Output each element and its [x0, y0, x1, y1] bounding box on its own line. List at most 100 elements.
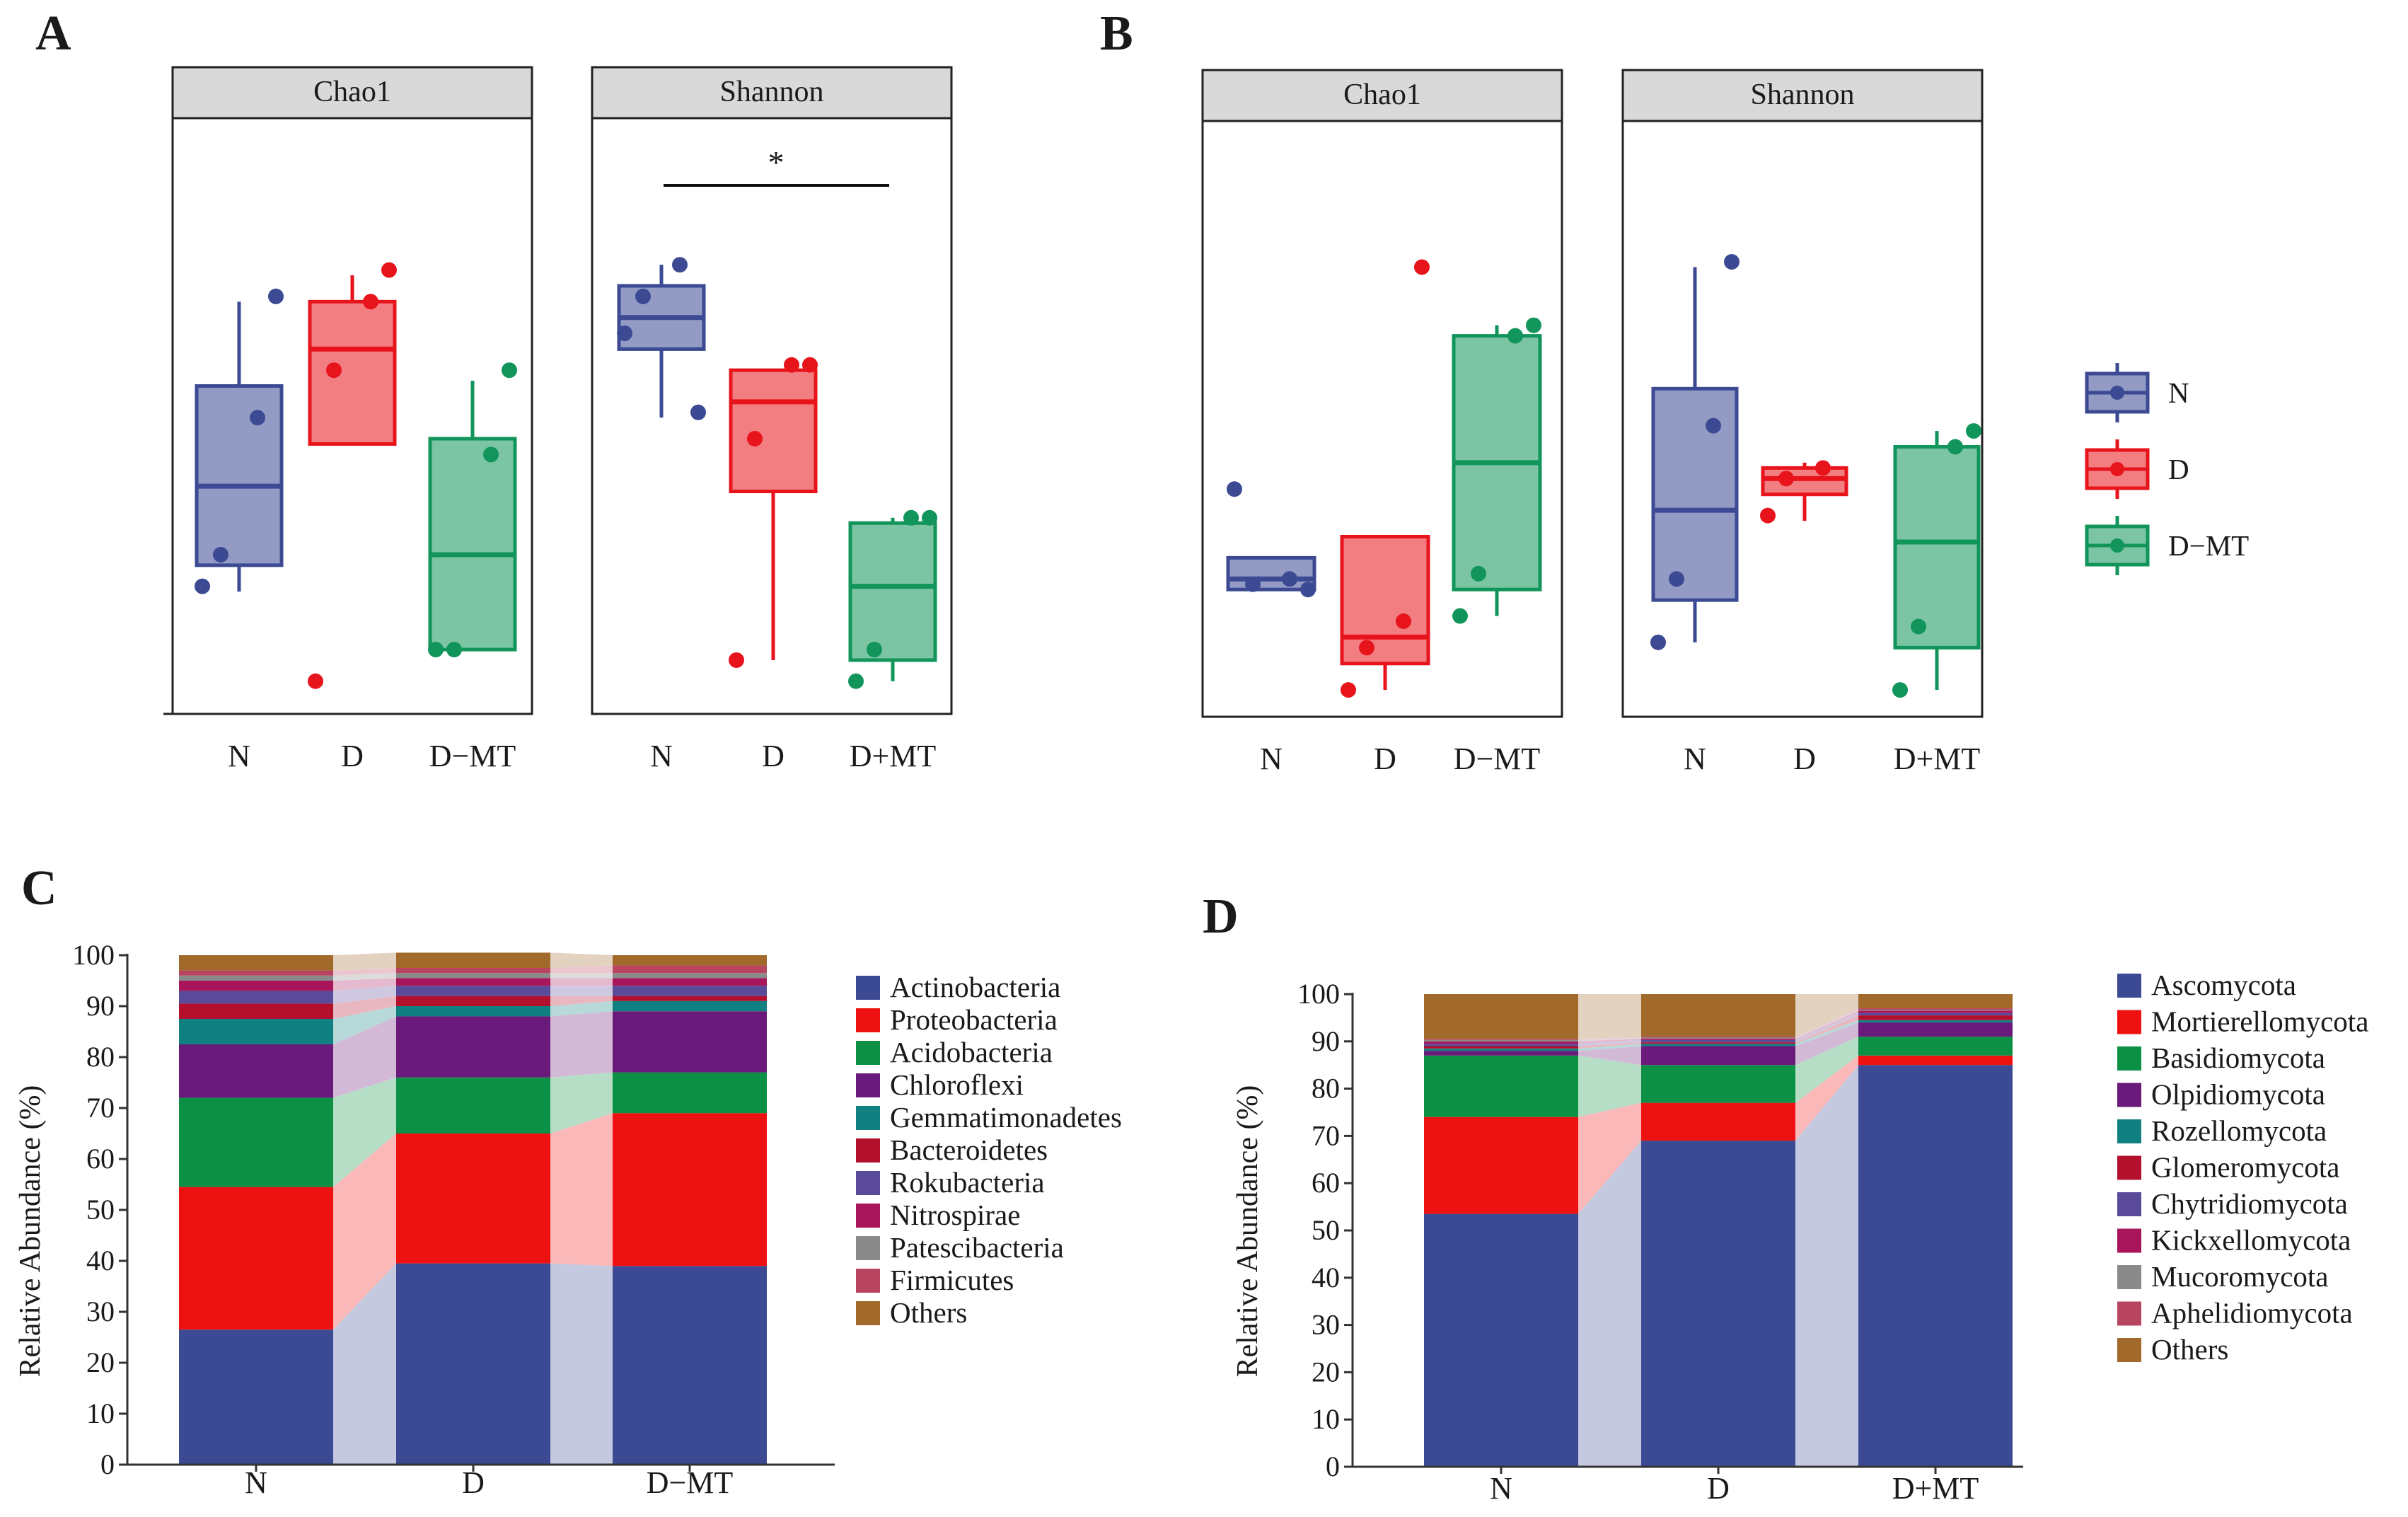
y-tick-label: 80 — [1312, 1073, 1340, 1104]
data-point — [1282, 571, 1297, 587]
y-tick-label: 0 — [100, 1448, 115, 1480]
legend-label: Chloroflexi — [890, 1068, 1024, 1101]
data-point — [617, 325, 632, 342]
data-point — [922, 509, 937, 526]
legend-swatch — [2117, 1083, 2141, 1107]
bar-segment — [1641, 1037, 1795, 1039]
legend-label: Nitrospirae — [890, 1199, 1020, 1231]
strip-b-shannon — [1621, 69, 1984, 122]
data-point — [363, 294, 378, 310]
bar-segment — [1641, 1044, 1795, 1046]
legend-swatch — [856, 1138, 880, 1163]
ylabel-c: Relative Abundance (%) — [14, 1085, 47, 1378]
panel-c: Relative Abundance (%) N D D−MT01020304050… — [14, 939, 1122, 1500]
panel-label-d: D — [1203, 889, 1239, 944]
flow-band — [333, 986, 396, 1004]
box — [428, 437, 517, 652]
flow-band — [333, 952, 396, 971]
ylabel-d: Relative Abundance (%) — [1232, 1085, 1264, 1378]
box — [1226, 555, 1316, 592]
y-tick-label: 40 — [86, 1245, 115, 1276]
legend-key-point — [2110, 538, 2124, 553]
box — [1893, 445, 1981, 650]
y-tick-label: 60 — [86, 1143, 115, 1175]
legend-label: Gemmatimonadetes — [890, 1101, 1122, 1134]
y-tick-label: 100 — [72, 939, 115, 971]
box — [729, 368, 818, 494]
bar-segment — [179, 981, 333, 991]
box — [1340, 534, 1430, 666]
strip-b-chao1-label: Chao1 — [1343, 79, 1421, 111]
xtick-a-shannon-d: D — [762, 739, 785, 773]
bar-segment — [1641, 1039, 1795, 1043]
data-point — [1227, 481, 1242, 497]
legend-swatch — [2117, 1155, 2141, 1180]
y-tick-label: 70 — [1312, 1119, 1340, 1151]
box — [308, 299, 397, 446]
xtick-a-chao1-dmt: D−MT — [429, 739, 516, 773]
data-point — [1245, 576, 1261, 592]
flow-band — [550, 996, 613, 1006]
bar-segment — [1858, 1037, 2013, 1056]
bar-segment — [1858, 1065, 2013, 1467]
legend-swatch — [2117, 1338, 2141, 1362]
data-point — [1778, 471, 1794, 487]
legend-label: Rozellomycota — [2151, 1114, 2327, 1147]
y-tick-label: 20 — [86, 1346, 115, 1378]
bar-segment — [179, 1019, 333, 1044]
bar-segment — [1424, 1117, 1578, 1214]
flow-band — [1578, 1039, 1641, 1046]
data-point — [446, 642, 462, 658]
flow-band — [333, 996, 396, 1019]
data-point — [1300, 582, 1316, 598]
bar-segment — [179, 991, 333, 1004]
x-tick-label: N — [1490, 1471, 1512, 1506]
flow-band — [550, 1263, 613, 1465]
flow-band — [1578, 1046, 1641, 1066]
legend-label: Others — [2151, 1333, 2228, 1366]
legend-label: D−MT — [2168, 529, 2249, 562]
bar-segment — [179, 955, 333, 971]
legend-swatch — [856, 1171, 880, 1195]
strip-b-shannon-label: Shannon — [1751, 79, 1855, 111]
bar-segment — [1424, 1046, 1578, 1049]
flow-band — [1795, 1010, 1858, 1039]
data-point — [1947, 439, 1963, 455]
bar-segment — [396, 968, 550, 974]
legend-swatch — [2117, 974, 2141, 998]
data-point — [1760, 507, 1776, 524]
bar-segment — [1424, 1213, 1578, 1467]
data-point — [1669, 571, 1684, 587]
flow-band — [333, 978, 396, 991]
data-point — [1911, 618, 1926, 635]
y-tick-label: 50 — [1312, 1214, 1340, 1246]
data-point — [502, 362, 517, 379]
legend-c: ActinobacteriaProteobacteriaAcidobacteri… — [856, 971, 1122, 1329]
panel-d: Relative Abundance (%) N D D+MT 0 10 20 30 40 50… — [1232, 969, 2368, 1506]
data-point — [1341, 682, 1356, 698]
y-tick-label: 20 — [1312, 1356, 1340, 1388]
flow-band — [1795, 994, 1858, 1037]
flow-band — [1578, 1038, 1641, 1044]
legend-swatch — [856, 1041, 880, 1065]
data-point — [802, 357, 818, 373]
panel-label-c: C — [21, 861, 57, 916]
bar-segment — [396, 1016, 550, 1078]
y-tick-label: 70 — [86, 1092, 115, 1124]
legend-label: Chytridiomycota — [2151, 1187, 2348, 1220]
y-tick-label: 50 — [86, 1194, 115, 1225]
bar-segment — [613, 978, 767, 986]
data-point — [1414, 259, 1430, 275]
bar-segment — [1424, 1048, 1578, 1051]
bar-segment — [613, 1113, 767, 1267]
data-point — [1650, 634, 1666, 650]
data-point — [1359, 640, 1374, 656]
stacked-bars-d: N D D+MT 0 10 20 30 40 50 60 70 80 90 100 — [1297, 978, 2023, 1506]
data-point — [268, 288, 284, 304]
bar-segment — [396, 996, 550, 1006]
legend-swatch — [856, 1269, 880, 1293]
legend-label: Actinobacteria — [890, 971, 1060, 1003]
data-point — [428, 642, 444, 658]
bar-segment — [179, 1187, 333, 1330]
